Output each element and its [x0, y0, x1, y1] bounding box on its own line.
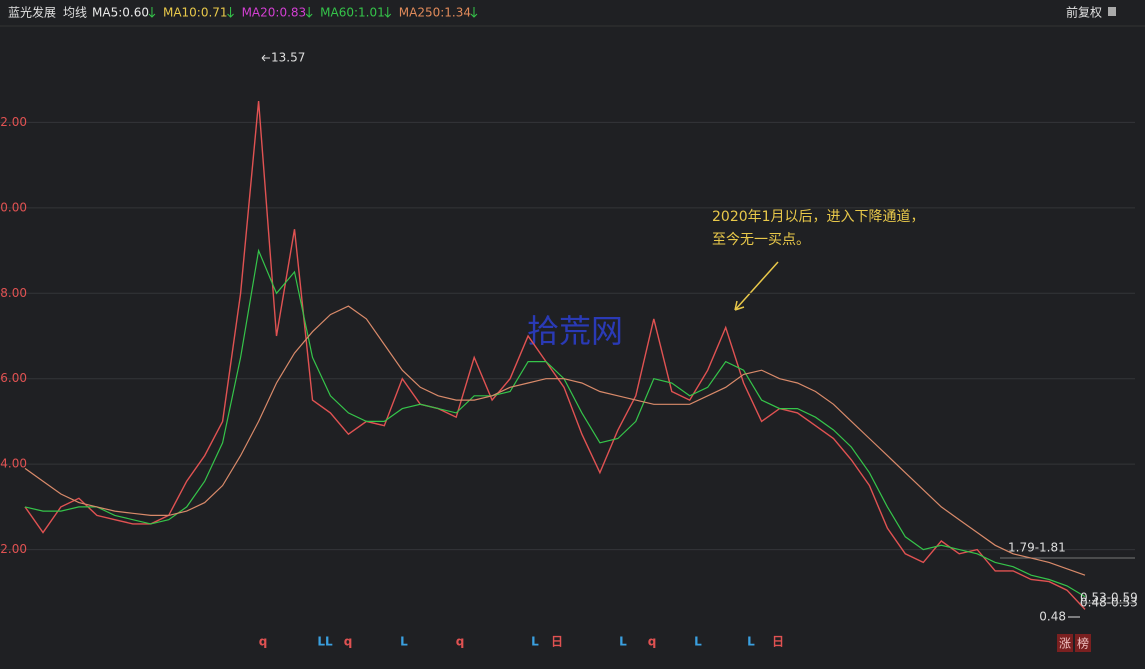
- note: 2020年1月以后，进入下降通道，: [712, 209, 925, 225]
- signal-marker: q: [456, 635, 465, 649]
- watermark: 拾荒网: [527, 312, 623, 350]
- range-label: 0.48-0.53: [1080, 596, 1138, 610]
- legend-entry: MA250:1.34: [399, 6, 471, 20]
- ma-line: [24, 248, 1086, 598]
- legend-arrow: [305, 7, 313, 18]
- legend-entry: MA5:0.60: [92, 6, 149, 20]
- signal-marker: L: [694, 635, 702, 649]
- signal-marker: q: [648, 635, 657, 649]
- legend-entry: MA20:0.83: [242, 6, 307, 20]
- low-label: 0.48: [1039, 610, 1066, 624]
- legend-arrow: [470, 7, 478, 18]
- signal-marker: LL: [317, 635, 333, 649]
- signal-marker: 日: [551, 635, 563, 649]
- signal-marker: L: [531, 635, 539, 649]
- legend-entry: MA10:0.71: [163, 6, 228, 20]
- note: 至今无一买点。: [712, 232, 810, 248]
- badge[interactable]: [1057, 634, 1073, 652]
- signal-marker: L: [400, 635, 408, 649]
- y-tick-label: 8.00: [0, 286, 27, 300]
- signal-marker: 日: [772, 635, 784, 649]
- ma-line: [24, 305, 1086, 576]
- signal-marker: q: [344, 635, 353, 649]
- y-tick-label: 12.00: [0, 115, 27, 129]
- badge-text: 榜: [1077, 636, 1089, 651]
- badge[interactable]: [1075, 634, 1091, 652]
- y-tick-label: 4.00: [0, 457, 27, 471]
- signal-marker: L: [619, 635, 627, 649]
- y-tick-label: 2.00: [0, 542, 27, 556]
- adjust-mode[interactable]: 前复权: [1066, 5, 1102, 20]
- note-arrow: [734, 261, 779, 311]
- legend-entry: MA60:1.01: [320, 6, 385, 20]
- signal-marker: L: [747, 635, 755, 649]
- legend-arrow: [148, 7, 156, 18]
- range-label: 0.53-0.59: [1080, 591, 1138, 605]
- badge-text: 涨: [1059, 636, 1071, 651]
- y-tick-label: 6.00: [0, 371, 27, 385]
- legend-arrow: [227, 7, 234, 18]
- stock-name[interactable]: 蓝光发展: [8, 5, 56, 20]
- price-line: [24, 101, 1086, 610]
- legend-arrow: [384, 7, 392, 18]
- peak-arrow: [261, 54, 270, 62]
- y-tick-label: 10.00: [0, 200, 27, 214]
- signal-marker: q: [259, 635, 268, 649]
- indicator-name[interactable]: 均线: [63, 6, 87, 20]
- range-label: 1.79-1.81: [1008, 541, 1066, 555]
- lock-icon[interactable]: [1108, 7, 1116, 16]
- peak-label: 13.57: [271, 51, 305, 65]
